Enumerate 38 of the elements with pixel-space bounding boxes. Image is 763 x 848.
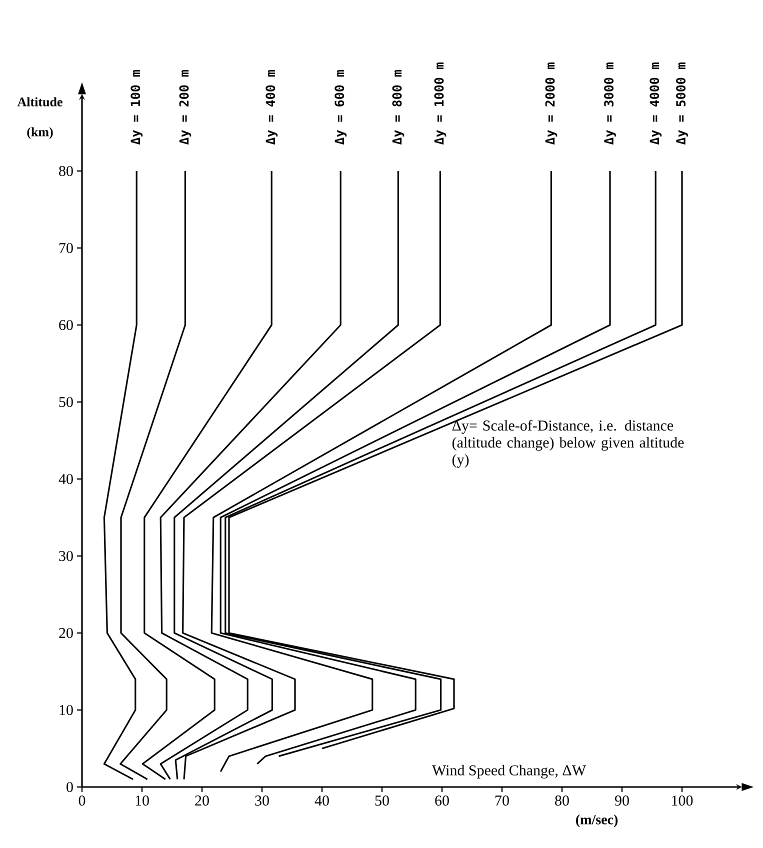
line-series xyxy=(103,170,138,780)
text: Altitude (km) xyxy=(17,97,62,139)
y-tick-label: 60 xyxy=(59,320,73,330)
text: Δy = 2000 m xyxy=(545,62,558,145)
x-axis-title: (m/sec) xyxy=(576,814,618,828)
y-tick-label: 70 xyxy=(59,242,73,254)
x-tick-label: 60 xyxy=(435,796,449,806)
text: Δy = 5000 m xyxy=(676,62,688,145)
y-tick-label: 40 xyxy=(58,474,73,484)
x-tick-label: 30 xyxy=(255,796,269,806)
x-tick-label: 20 xyxy=(195,796,209,806)
y-tick-label: 50 xyxy=(59,396,73,408)
x-tick-label: 70 xyxy=(495,796,509,806)
line-series xyxy=(160,170,342,780)
text: Δy = 600 m xyxy=(334,70,347,145)
annotation: Δy= Scale-of-Distance, i.e. distance (altitude change) below given altitude (y) xyxy=(452,420,684,468)
y-tick-label: 20 xyxy=(59,628,73,638)
y-tick-label: 0 xyxy=(66,782,73,792)
line-series xyxy=(142,170,272,780)
annotation: Wind Speed Change, ΔW xyxy=(432,764,586,778)
line-series xyxy=(120,170,186,780)
y-tick-label: 80 xyxy=(59,166,73,176)
text: Δy = 800 m xyxy=(392,70,404,145)
text: Δy = 100 m xyxy=(130,70,143,145)
y-tick-label: 30 xyxy=(59,550,73,562)
x-tick-label: 50 xyxy=(375,796,389,806)
x-tick-label: 80 xyxy=(555,796,569,806)
text: Δy = 1000 m xyxy=(434,62,446,145)
text: Δy = 400 m xyxy=(266,70,278,145)
x-tick-label: 10 xyxy=(136,796,149,806)
x-tick-label: 0 xyxy=(78,796,86,806)
x-tick-label: 90 xyxy=(614,796,629,806)
x-tick-label: 40 xyxy=(314,796,329,806)
x-tick-label: 100 xyxy=(672,796,693,806)
y-tick-label: 10 xyxy=(60,704,73,716)
text: Δy = 3000 m xyxy=(604,62,616,145)
text: Δy = 4000 m xyxy=(650,62,662,145)
text: Δy = 200 m xyxy=(179,70,192,145)
